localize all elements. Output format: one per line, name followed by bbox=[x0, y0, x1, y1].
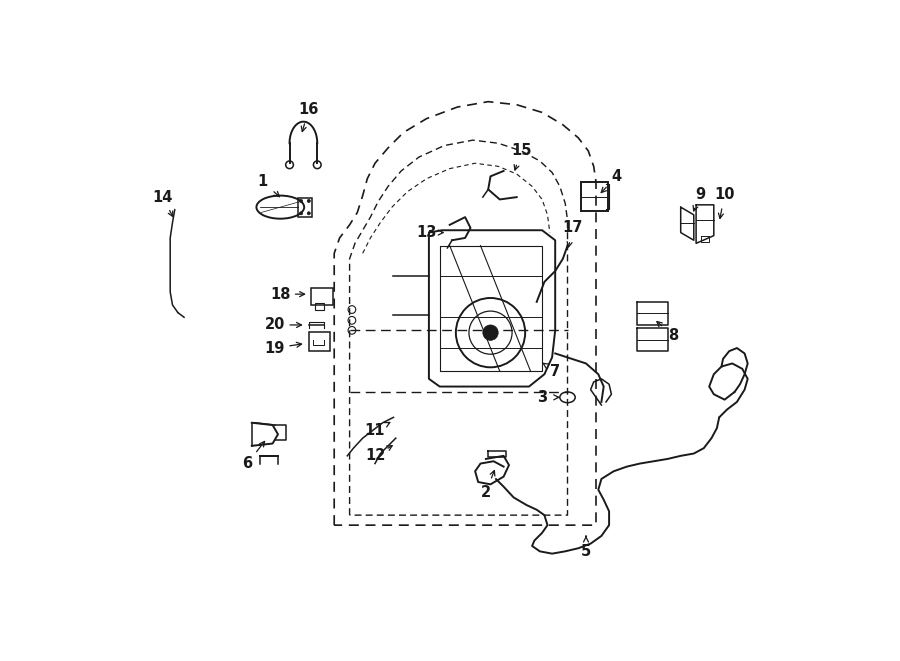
Text: 2: 2 bbox=[481, 485, 491, 500]
Text: 16: 16 bbox=[299, 102, 319, 117]
Text: 9: 9 bbox=[695, 186, 705, 202]
Text: 10: 10 bbox=[715, 186, 734, 202]
Text: 14: 14 bbox=[152, 190, 173, 205]
Circle shape bbox=[285, 161, 293, 169]
Text: 4: 4 bbox=[612, 169, 622, 184]
Circle shape bbox=[307, 200, 310, 202]
Text: 5: 5 bbox=[580, 544, 591, 559]
Text: 1: 1 bbox=[257, 175, 267, 189]
Text: 7: 7 bbox=[550, 364, 561, 379]
Circle shape bbox=[313, 161, 321, 169]
Circle shape bbox=[482, 325, 499, 340]
Circle shape bbox=[307, 212, 310, 215]
Text: 12: 12 bbox=[364, 448, 385, 463]
Text: 19: 19 bbox=[265, 340, 285, 356]
Text: 15: 15 bbox=[511, 143, 532, 159]
Text: 13: 13 bbox=[417, 225, 436, 240]
Circle shape bbox=[300, 200, 302, 202]
Text: 6: 6 bbox=[242, 456, 252, 471]
Text: 8: 8 bbox=[668, 329, 678, 343]
Text: 18: 18 bbox=[270, 287, 291, 301]
Circle shape bbox=[300, 212, 302, 215]
Text: 20: 20 bbox=[265, 317, 285, 332]
Text: 3: 3 bbox=[537, 390, 547, 405]
Text: 11: 11 bbox=[364, 423, 385, 438]
Text: 17: 17 bbox=[562, 220, 583, 235]
